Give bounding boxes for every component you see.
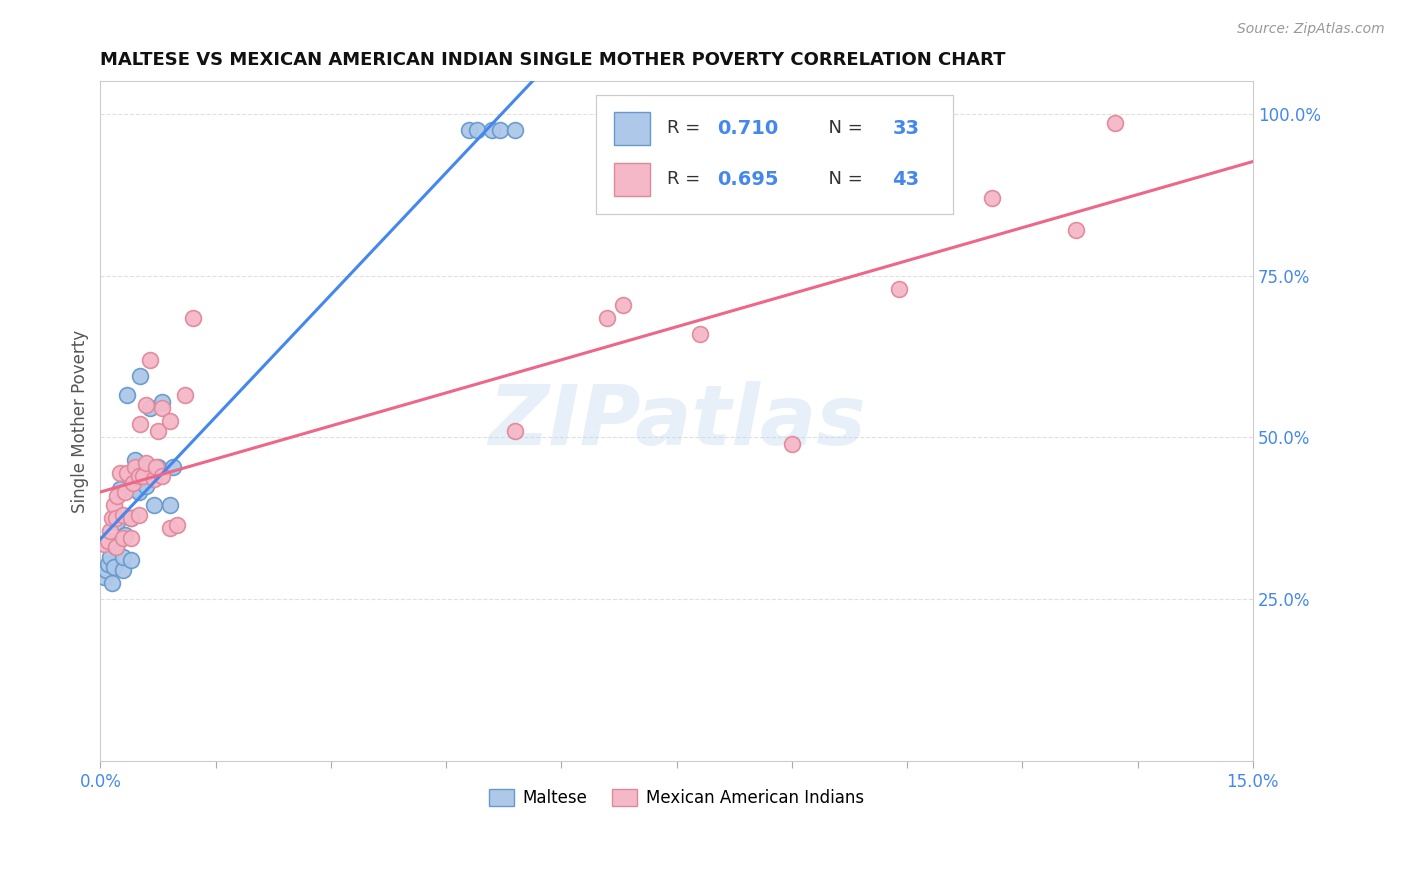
- Point: [1064, 223, 1087, 237]
- Point: [162, 459, 184, 474]
- Text: MALTESE VS MEXICAN AMERICAN INDIAN SINGLE MOTHER POVERTY CORRELATION CHART: MALTESE VS MEXICAN AMERICAN INDIAN SINGL…: [100, 51, 1005, 69]
- Point: [503, 123, 526, 137]
- Point: [103, 499, 125, 513]
- Point: [458, 123, 481, 137]
- Point: [612, 298, 634, 312]
- Point: [135, 398, 157, 412]
- Point: [114, 485, 136, 500]
- Point: [159, 499, 181, 513]
- Point: [108, 482, 131, 496]
- Point: [121, 482, 143, 496]
- Point: [166, 517, 188, 532]
- Point: [146, 424, 169, 438]
- Point: [115, 466, 138, 480]
- Point: [128, 508, 150, 522]
- Point: [145, 459, 167, 474]
- Y-axis label: Single Mother Poverty: Single Mother Poverty: [72, 330, 89, 513]
- Point: [121, 475, 143, 490]
- Point: [105, 515, 128, 529]
- Point: [135, 456, 157, 470]
- Point: [596, 310, 619, 325]
- Point: [889, 281, 911, 295]
- Point: [143, 473, 166, 487]
- Point: [159, 414, 181, 428]
- Point: [93, 569, 115, 583]
- Point: [124, 459, 146, 474]
- Point: [150, 469, 173, 483]
- Point: [128, 473, 150, 487]
- Point: [112, 550, 135, 565]
- Point: [114, 527, 136, 541]
- Point: [105, 489, 128, 503]
- Point: [97, 557, 120, 571]
- Point: [124, 453, 146, 467]
- Point: [129, 368, 152, 383]
- Point: [150, 401, 173, 416]
- Point: [112, 531, 135, 545]
- Point: [98, 524, 121, 539]
- Point: [120, 511, 142, 525]
- Point: [97, 533, 120, 548]
- Point: [173, 388, 195, 402]
- Point: [115, 388, 138, 402]
- Point: [159, 521, 181, 535]
- Point: [1104, 116, 1126, 130]
- Point: [489, 123, 512, 137]
- Point: [120, 511, 142, 525]
- Point: [150, 394, 173, 409]
- Point: [93, 537, 115, 551]
- Point: [980, 191, 1002, 205]
- Point: [181, 310, 204, 325]
- Point: [128, 485, 150, 500]
- Point: [465, 123, 488, 137]
- Point: [689, 326, 711, 341]
- Point: [104, 541, 127, 555]
- Point: [104, 541, 127, 555]
- Point: [503, 424, 526, 438]
- Point: [131, 469, 153, 483]
- Point: [108, 466, 131, 480]
- Point: [96, 563, 118, 577]
- Point: [101, 511, 124, 525]
- Point: [120, 531, 142, 545]
- Text: Source: ZipAtlas.com: Source: ZipAtlas.com: [1237, 22, 1385, 37]
- Point: [128, 469, 150, 483]
- Point: [98, 550, 121, 565]
- Point: [112, 508, 135, 522]
- Point: [129, 417, 152, 432]
- Point: [481, 123, 503, 137]
- Point: [139, 352, 162, 367]
- Point: [135, 479, 157, 493]
- Point: [104, 511, 127, 525]
- Point: [101, 576, 124, 591]
- Point: [103, 560, 125, 574]
- Legend: Maltese, Mexican American Indians: Maltese, Mexican American Indians: [482, 782, 870, 814]
- Point: [120, 553, 142, 567]
- Point: [112, 563, 135, 577]
- Point: [143, 499, 166, 513]
- Point: [135, 459, 157, 474]
- Point: [146, 459, 169, 474]
- Point: [139, 401, 162, 416]
- Point: [780, 437, 803, 451]
- Text: ZIPatlas: ZIPatlas: [488, 381, 866, 462]
